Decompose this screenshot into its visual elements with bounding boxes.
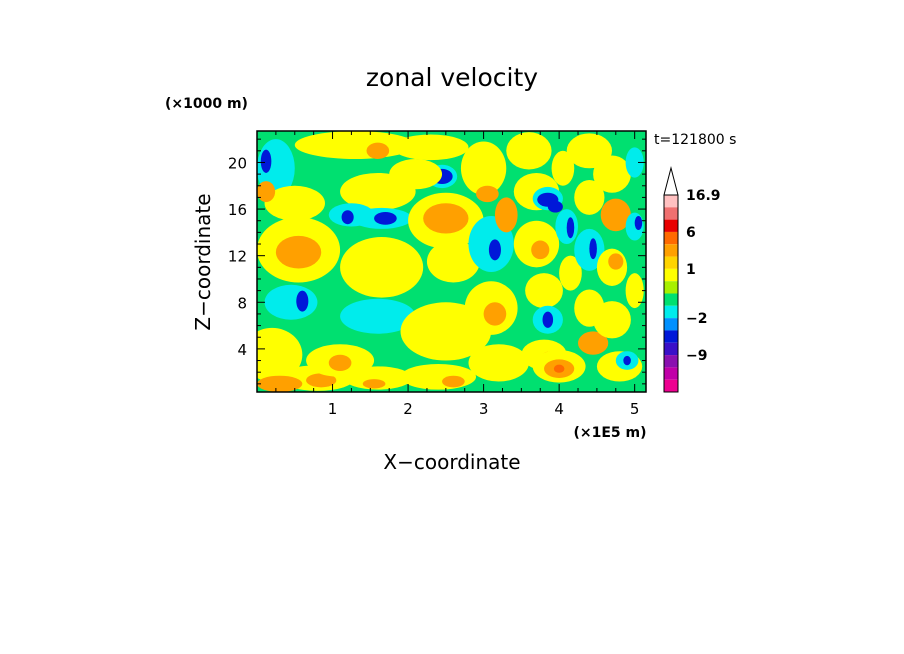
contour-region: [574, 228, 605, 271]
y-tick-label: 16: [228, 201, 247, 219]
contour-region: [296, 290, 309, 312]
contour-region: [340, 298, 416, 334]
x-tick-label: 3: [479, 400, 489, 418]
contour-region: [264, 185, 325, 221]
contour-region: [442, 375, 465, 388]
contour-region: [374, 211, 397, 225]
chart-title: zonal velocity: [366, 63, 538, 92]
colorbar-band: [664, 367, 678, 380]
x-axis-ticks: 1 2 3 4 5: [275, 131, 640, 418]
colorbar-band: [664, 330, 678, 343]
contour-region: [542, 311, 554, 328]
contour-region: [566, 217, 575, 239]
contour-region: [531, 240, 550, 260]
contour-region: [400, 364, 477, 390]
contour-region: [257, 375, 303, 392]
contour-field: [257, 131, 646, 392]
contour-region: [634, 216, 643, 231]
colorbar-band: [664, 231, 678, 245]
colorbar-band: [664, 244, 678, 257]
x-axis-label: X−coordinate: [383, 450, 520, 474]
contour-region: [525, 273, 563, 309]
colorbar-band: [664, 305, 678, 319]
contour-region: [574, 179, 605, 215]
contour-region: [589, 238, 597, 260]
colorbar-label: 1: [686, 262, 696, 278]
contour-region: [426, 240, 480, 283]
y-units-label: (×1000 m): [165, 96, 248, 112]
y-tick-label: 4: [237, 341, 247, 359]
y-tick-label: 20: [228, 154, 247, 172]
contour-region: [593, 301, 631, 339]
contour-region: [488, 239, 501, 261]
contour-region: [625, 147, 644, 178]
colorbar-label: 16.9: [686, 188, 721, 204]
contour-region: [362, 379, 386, 389]
y-tick-label: 8: [237, 294, 247, 312]
contour-region: [578, 331, 609, 355]
contour-region: [389, 158, 443, 190]
colorbar: −9 −2 1 6 16.9: [663, 166, 721, 393]
colorbar-band: [664, 268, 678, 282]
time-label: t=121800 s: [654, 132, 736, 148]
contour-region: [260, 149, 272, 173]
contour-region: [547, 200, 563, 213]
colorbar-band: [664, 207, 678, 220]
colorbar-frame: [663, 194, 679, 393]
contour-region: [341, 210, 354, 225]
colorbar-band: [664, 355, 678, 368]
contour-region: [559, 255, 582, 291]
colorbar-band: [664, 379, 678, 392]
x-tick-label: 1: [328, 400, 338, 418]
contour-region: [506, 132, 552, 170]
colorbar-label: −2: [686, 311, 707, 327]
contour-region: [275, 235, 322, 269]
contour-region: [264, 284, 318, 320]
x-tick-label: 4: [554, 400, 564, 418]
y-axis-label: Z−coordinate: [191, 193, 215, 330]
contour-region: [257, 327, 303, 382]
colorbar-label: 6: [686, 225, 696, 241]
colorbar-band: [664, 219, 678, 232]
contour-region: [623, 355, 631, 366]
colorbar-band: [664, 195, 678, 208]
x-tick-label: 5: [630, 400, 640, 418]
contour-region: [306, 373, 337, 388]
colorbar-band: [664, 293, 678, 306]
contour-region: [468, 344, 529, 382]
contour-region: [494, 197, 518, 233]
contour-region: [257, 181, 276, 203]
x-units-label: (×1E5 m): [573, 425, 646, 441]
contour-region: [366, 142, 390, 159]
contour-region: [483, 302, 507, 326]
colorbar-band: [664, 256, 678, 269]
contour-region: [593, 155, 631, 193]
colorbar-band: [664, 318, 678, 331]
contour-region: [553, 364, 565, 373]
contour-region: [340, 237, 424, 298]
contour-region: [392, 134, 469, 161]
colorbar-band: [664, 281, 678, 294]
contour-region: [555, 209, 579, 245]
colorbar-band: [664, 342, 678, 356]
contour-region: [423, 203, 469, 234]
contour-region: [476, 185, 499, 203]
y-axis-ticks: 4 8 12 16 20: [228, 138, 646, 385]
colorbar-label: −9: [686, 348, 707, 364]
contour-region: [625, 273, 644, 309]
y-tick-label: 12: [228, 248, 247, 266]
contour-region: [343, 366, 412, 390]
contour-region: [460, 141, 507, 196]
contour-region: [551, 150, 575, 186]
plot-frame: [256, 130, 647, 393]
contour-region: [328, 354, 352, 372]
contour-region: [600, 198, 631, 232]
contour-region: [608, 253, 624, 270]
x-tick-label: 2: [403, 400, 413, 418]
colorbar-arrow: [663, 166, 679, 196]
